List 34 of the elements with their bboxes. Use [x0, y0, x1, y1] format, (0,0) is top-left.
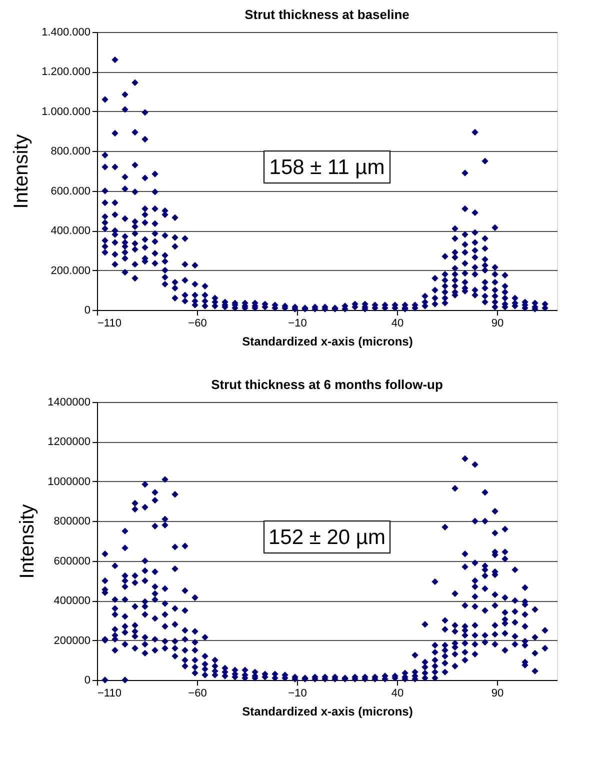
- y-tick-label: 200000: [54, 634, 90, 647]
- x-tick-label: 90: [491, 688, 504, 700]
- chart-title: Strut thickness at 6 months follow-up: [211, 377, 443, 392]
- x-tick-label: 40: [391, 688, 404, 700]
- y-tick-label: 400000: [54, 595, 90, 608]
- y-tick-label: 200.000: [50, 264, 90, 277]
- y-tick-label: 1400000: [48, 396, 90, 408]
- y-tick-label: 1.000.000: [42, 106, 90, 118]
- y-axis-title: Intensity: [16, 504, 39, 579]
- y-axis-title: Intensity: [10, 134, 33, 209]
- x-tick-label: −60: [188, 318, 207, 330]
- annotation: 158 ± 11 µm: [269, 156, 385, 179]
- x-axis-title: Standardized x-axis (microns): [242, 704, 413, 718]
- x-tick-label: −60: [188, 688, 207, 700]
- y-tick-label: 0: [84, 674, 90, 686]
- y-tick-label: 800000: [54, 516, 90, 528]
- y-tick-label: 600.000: [50, 185, 90, 198]
- x-tick-label: 90: [491, 318, 504, 330]
- x-tick-label: −110: [98, 318, 122, 330]
- y-tick-label: 1.400.000: [42, 26, 90, 38]
- x-axis-title: Standardized x-axis (microns): [242, 334, 413, 348]
- y-tick-label: 0: [84, 304, 90, 316]
- x-tick-label: −110: [98, 688, 122, 700]
- y-tick-label: 1000000: [48, 476, 90, 488]
- y-tick-label: 400.000: [50, 225, 90, 238]
- x-tick-label: −10: [288, 318, 307, 330]
- y-tick-label: 1200000: [48, 436, 90, 448]
- y-tick-label: 1.200.000: [42, 66, 90, 78]
- y-tick-label: 600000: [54, 555, 90, 568]
- x-tick-label: −10: [288, 688, 307, 700]
- y-tick-label: 800.000: [50, 146, 90, 158]
- chart-title: Strut thickness at baseline: [244, 7, 410, 22]
- x-tick-label: 40: [391, 318, 404, 330]
- annotation: 152 ± 20 µm: [268, 526, 386, 549]
